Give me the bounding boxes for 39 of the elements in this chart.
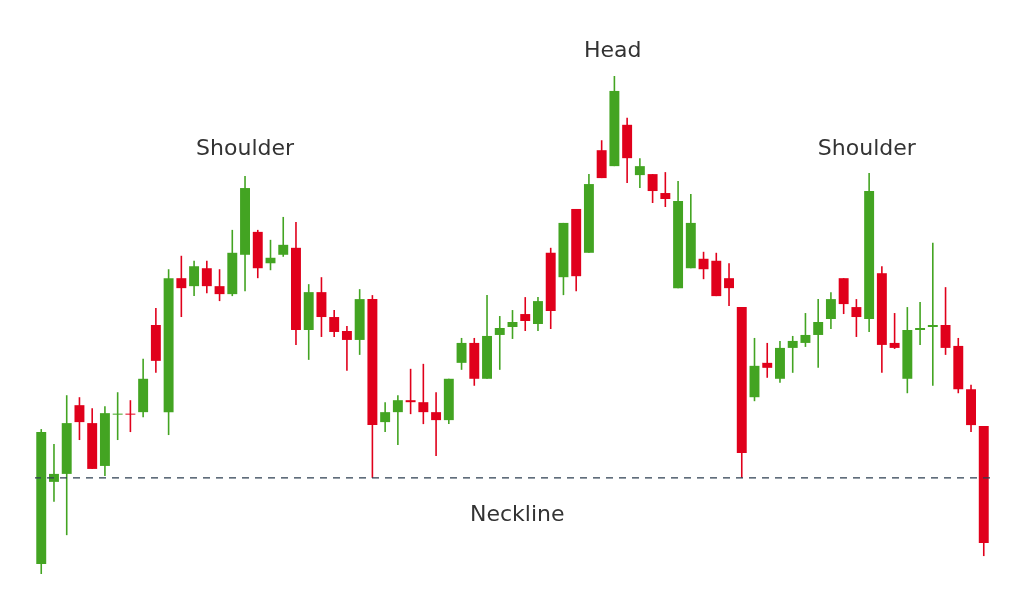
candlestick bbox=[112, 391, 123, 441]
candlestick bbox=[125, 399, 136, 433]
candlestick bbox=[762, 342, 773, 379]
candlestick bbox=[201, 259, 212, 294]
candlestick bbox=[889, 312, 900, 350]
candlestick bbox=[456, 337, 467, 371]
candlestick bbox=[405, 368, 416, 415]
candlestick bbox=[647, 173, 658, 204]
candlestick bbox=[380, 401, 391, 433]
annotation: Shoulder bbox=[817, 135, 917, 160]
candlestick bbox=[329, 309, 340, 338]
candlestick bbox=[927, 242, 938, 387]
candlestick bbox=[278, 216, 289, 258]
candlestick bbox=[189, 259, 200, 297]
candlestick bbox=[392, 394, 403, 446]
candlestick bbox=[176, 254, 187, 318]
candlestick bbox=[724, 262, 734, 307]
candlestick bbox=[825, 291, 836, 330]
candlestick bbox=[851, 298, 862, 338]
annotation: Shoulder bbox=[196, 135, 296, 160]
ref-line-label: Neckline bbox=[470, 500, 565, 526]
candlestick bbox=[940, 286, 951, 356]
candlestick bbox=[214, 268, 225, 302]
candlestick bbox=[813, 298, 824, 369]
candlestick bbox=[800, 312, 811, 348]
candlestick bbox=[494, 315, 505, 371]
candlestick bbox=[418, 363, 429, 425]
candlestick bbox=[533, 296, 543, 332]
candlestick bbox=[520, 296, 531, 332]
candlestick bbox=[915, 301, 926, 346]
candlestick bbox=[507, 309, 518, 340]
candlestick bbox=[74, 396, 85, 441]
candlestick bbox=[431, 391, 442, 457]
candlestick bbox=[787, 335, 798, 374]
text: Head bbox=[584, 37, 642, 62]
candlestick bbox=[660, 171, 671, 208]
candlestick bbox=[634, 157, 645, 189]
candlestick bbox=[698, 250, 709, 280]
candlestick bbox=[341, 325, 352, 372]
